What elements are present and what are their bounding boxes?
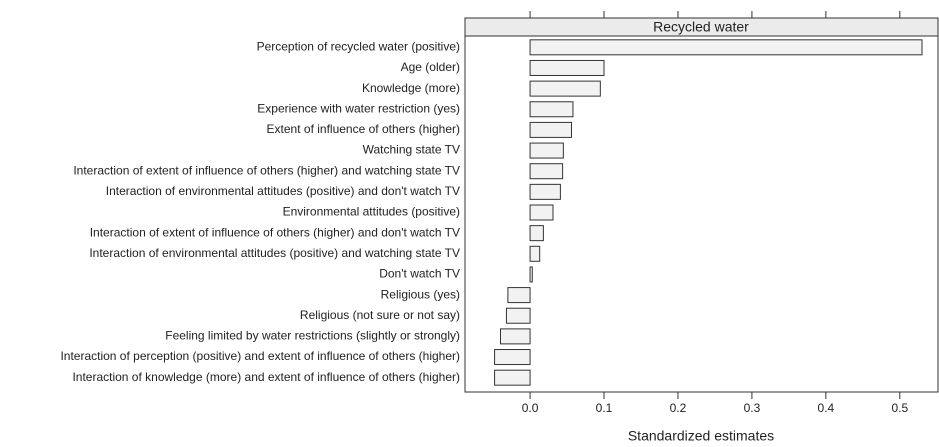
y-tick-label: Perception of recycled water (positive)	[257, 39, 460, 53]
panel-strip	[464, 17, 939, 37]
y-tick-label: Don't watch TV	[379, 267, 460, 281]
y-tick-label: Environmental attitudes (positive)	[283, 205, 460, 219]
x-axis-label: Standardized estimates	[628, 428, 774, 444]
y-tick-label: Interaction of environmental attitudes (…	[106, 184, 460, 198]
y-tick-label: Religious (yes)	[381, 287, 460, 301]
x-tick-label: 0.5	[891, 401, 908, 415]
y-tick-label: Interaction of environmental attitudes (…	[89, 246, 460, 260]
bar	[529, 39, 923, 56]
bar	[499, 328, 531, 345]
bar	[529, 121, 572, 138]
bar	[529, 142, 564, 159]
bar	[505, 307, 531, 324]
y-tick-label: Knowledge (more)	[362, 81, 460, 95]
x-tick-label: 0.2	[670, 401, 687, 415]
bar	[529, 80, 601, 97]
y-tick-label: Interaction of knowledge (more) and exte…	[72, 370, 460, 384]
x-tick-label: 0.3	[744, 401, 761, 415]
x-tick-label: 0.0	[522, 401, 539, 415]
y-tick-label: Feeling limited by water restrictions (s…	[165, 329, 460, 343]
bar	[529, 163, 564, 180]
y-tick-label: Interaction of perception (positive) and…	[60, 349, 460, 363]
bar	[507, 287, 531, 304]
bar	[529, 204, 554, 221]
y-tick-label: Extent of influence of others (higher)	[267, 122, 460, 136]
y-tick-label: Interaction of extent of influence of ot…	[90, 225, 460, 239]
bar	[529, 101, 574, 118]
bar	[494, 349, 531, 366]
bar	[529, 266, 533, 283]
y-tick-label: Watching state TV	[363, 143, 460, 157]
panel-title: Recycled water	[653, 19, 749, 35]
y-tick-label: Religious (not sure or not say)	[300, 308, 460, 322]
bar	[494, 369, 531, 386]
x-tick-label: 0.1	[596, 401, 613, 415]
bar	[529, 59, 605, 76]
y-tick-label: Age (older)	[401, 60, 460, 74]
bar	[529, 183, 561, 200]
bar	[529, 225, 544, 242]
y-tick-label: Experience with water restriction (yes)	[257, 101, 460, 115]
x-tick-label: 0.4	[818, 401, 835, 415]
bar	[529, 245, 541, 262]
y-tick-label: Interaction of extent of influence of ot…	[73, 163, 460, 177]
